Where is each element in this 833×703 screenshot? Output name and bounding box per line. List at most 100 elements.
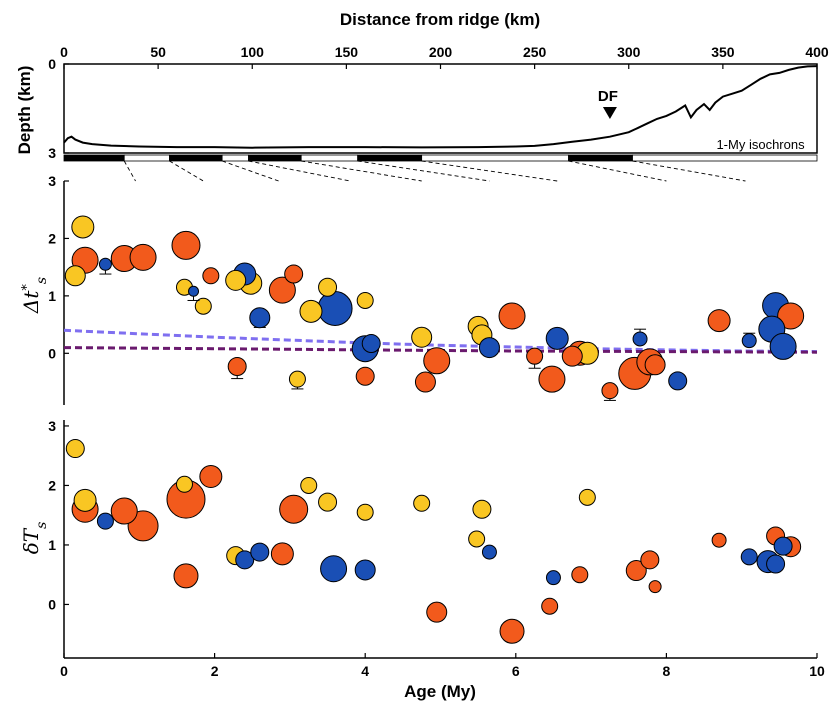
data-point-yellow: [288, 370, 306, 388]
isochron-link-line: [421, 160, 558, 182]
x-tick-label: 10: [809, 663, 825, 679]
data-point-yellow: [318, 492, 338, 512]
depth-plot-frame: [63, 63, 818, 154]
data-point-red: [571, 566, 589, 584]
data-point-blue: [98, 257, 112, 271]
isochrons-label: 1-My isochrons: [716, 137, 805, 152]
depth-panel: 0 50 100 150 200 250 300 350 400 0 3 DF 1-My isochro…: [48, 44, 829, 161]
data-point-red: [268, 276, 296, 304]
data-point-blue: [320, 555, 348, 583]
data-point-red: [173, 563, 199, 589]
delta-Ts-panel: 0 2 4 6 8 10 0 1 2 3: [48, 418, 825, 679]
data-point-blue: [740, 548, 758, 566]
data-point-blue: [478, 337, 500, 359]
data-point-red: [601, 382, 619, 400]
isochron-band: [357, 154, 423, 162]
data-point-red: [526, 347, 544, 365]
data-point-red: [426, 601, 448, 623]
data-point-yellow: [175, 475, 193, 493]
depth-x-tick-label: 0: [60, 44, 68, 60]
depth-y-axis-title: Depth (km): [15, 66, 34, 155]
data-point-blue: [96, 512, 114, 530]
x-tick-label: 8: [663, 663, 671, 679]
isochron-link-line: [248, 160, 351, 182]
data-point-blue: [317, 291, 353, 327]
y-tick-label: 3: [48, 173, 56, 189]
y-tick-label: 1: [48, 288, 56, 304]
y-tick-label: 1: [48, 537, 56, 553]
data-point-yellow: [300, 476, 318, 494]
df-triangle-marker: [602, 106, 617, 119]
df-label: DF: [598, 88, 618, 105]
data-point-red: [279, 494, 309, 524]
data-point-red: [227, 357, 247, 377]
isochron-link-line: [221, 160, 279, 182]
isochron-link-line: [357, 160, 490, 182]
data-point-blue: [249, 307, 271, 329]
data-point-red: [561, 345, 583, 367]
isochron-link-line: [123, 160, 136, 182]
data-point-yellow: [413, 494, 431, 512]
isochron-band: [632, 154, 818, 162]
data-point-red: [707, 309, 731, 333]
depth-x-tick-label: 100: [241, 44, 265, 60]
data-point-red: [423, 347, 451, 375]
data-point-red: [199, 465, 223, 489]
data-point-red: [284, 264, 304, 284]
data-point-yellow: [194, 297, 212, 315]
isochron-bar: [63, 154, 818, 182]
isochron-link-line: [568, 160, 667, 182]
data-point-yellow: [64, 265, 86, 287]
depth-x-tick-label: 250: [523, 44, 547, 60]
x-tick-label: 2: [211, 663, 219, 679]
data-point-yellow: [356, 503, 374, 521]
data-point-yellow: [73, 488, 97, 512]
depth-y-tick-label: 0: [48, 56, 56, 72]
isochron-link-line: [632, 160, 746, 182]
data-point-red: [127, 510, 159, 542]
data-point-yellow: [65, 439, 85, 459]
y-tick-label: 3: [48, 418, 56, 434]
data-point-red: [110, 497, 138, 525]
data-point-red: [640, 550, 660, 570]
data-point-blue: [545, 326, 569, 350]
data-point-red: [414, 371, 436, 393]
x-tick-label: 4: [361, 663, 369, 679]
isochron-band: [300, 154, 359, 162]
isochron-band: [63, 154, 125, 162]
depth-x-tick-label: 50: [150, 44, 166, 60]
isochron-band: [568, 154, 633, 162]
data-point-red: [129, 243, 157, 271]
data-point-yellow: [578, 488, 596, 506]
data-point-red: [355, 366, 375, 386]
data-point-blue: [235, 550, 255, 570]
isochron-link-line: [301, 160, 422, 182]
isochron-band: [123, 154, 170, 162]
data-point-red: [711, 532, 727, 548]
data-point-red: [777, 302, 805, 330]
x-tick-label: 0: [60, 663, 68, 679]
y-tick-label: 0: [48, 596, 56, 612]
data-point-yellow: [71, 215, 95, 239]
top-x-axis-title: Distance from ridge (km): [340, 10, 540, 29]
isochron-band: [248, 154, 302, 162]
data-point-red: [499, 618, 525, 644]
delta-ts-panel: 0 1 2 3: [48, 173, 818, 405]
data-point-yellow: [356, 291, 374, 309]
data-point-red: [202, 267, 220, 285]
data-point-blue: [188, 285, 200, 297]
data-point-blue: [769, 332, 797, 360]
x-tick-label: 6: [512, 663, 520, 679]
delta-Ts-y-axis-title: δTs: [19, 522, 50, 555]
data-point-yellow: [299, 299, 323, 323]
depth-y-tick-label: 3: [48, 145, 56, 161]
data-point-blue: [668, 371, 688, 391]
depth-profile-line: [63, 65, 818, 149]
y-tick-label: 2: [48, 477, 56, 493]
delta-ts-y-axis-title: Δt*s: [19, 277, 50, 314]
isochron-band: [421, 154, 569, 162]
depth-x-tick-label: 350: [711, 44, 735, 60]
data-point-red: [171, 230, 201, 260]
depth-x-tick-label: 150: [335, 44, 359, 60]
